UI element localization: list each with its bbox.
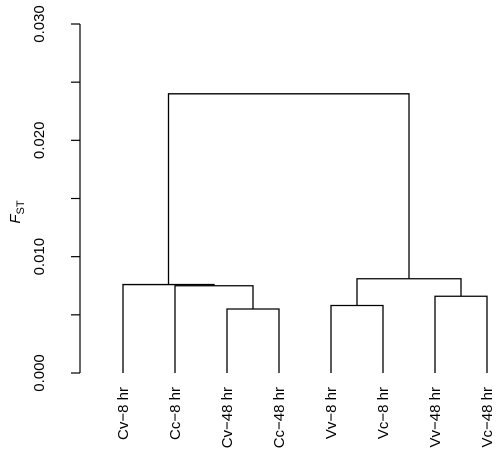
dendrogram-branch [226, 308, 280, 373]
leaf-label: Vv−48 hr [427, 387, 444, 447]
leaf-labels: Cv−8 hr Cc−8 hr Cv−48 hr Cc−48 hr Vv−8 hr Vc−… [115, 387, 496, 448]
leaf-label: Vc−8 hr [375, 387, 392, 439]
y-axis-label-subscript: ST [15, 200, 27, 214]
dendrogram-branch [122, 283, 215, 373]
leaf-label: Vc−48 hr [479, 387, 496, 447]
y-axis-label: FST [7, 200, 27, 224]
y-axis: 0.000 0.010 0.020 0.030 [31, 5, 81, 392]
dendrogram-branch [330, 304, 384, 373]
dendrogram-branch [167, 93, 410, 285]
y-axis-label-main: F [7, 214, 24, 224]
leaf-label: Cc−8 hr [167, 387, 184, 440]
leaf-label: Cv−48 hr [219, 387, 236, 448]
dendrogram-branches [122, 93, 488, 373]
y-tick-label: 0.010 [31, 238, 48, 276]
y-tick-label: 0.030 [31, 5, 48, 43]
dendrogram-branch [174, 285, 254, 373]
leaf-label: Cv−8 hr [115, 387, 132, 440]
y-tick-label: 0.000 [31, 354, 48, 392]
leaf-label: Vv−8 hr [323, 387, 340, 439]
dendrogram-branch [434, 295, 488, 373]
dendrogram-branch [356, 278, 462, 306]
leaf-label: Cc−48 hr [271, 387, 288, 448]
y-tick-label: 0.020 [31, 122, 48, 160]
